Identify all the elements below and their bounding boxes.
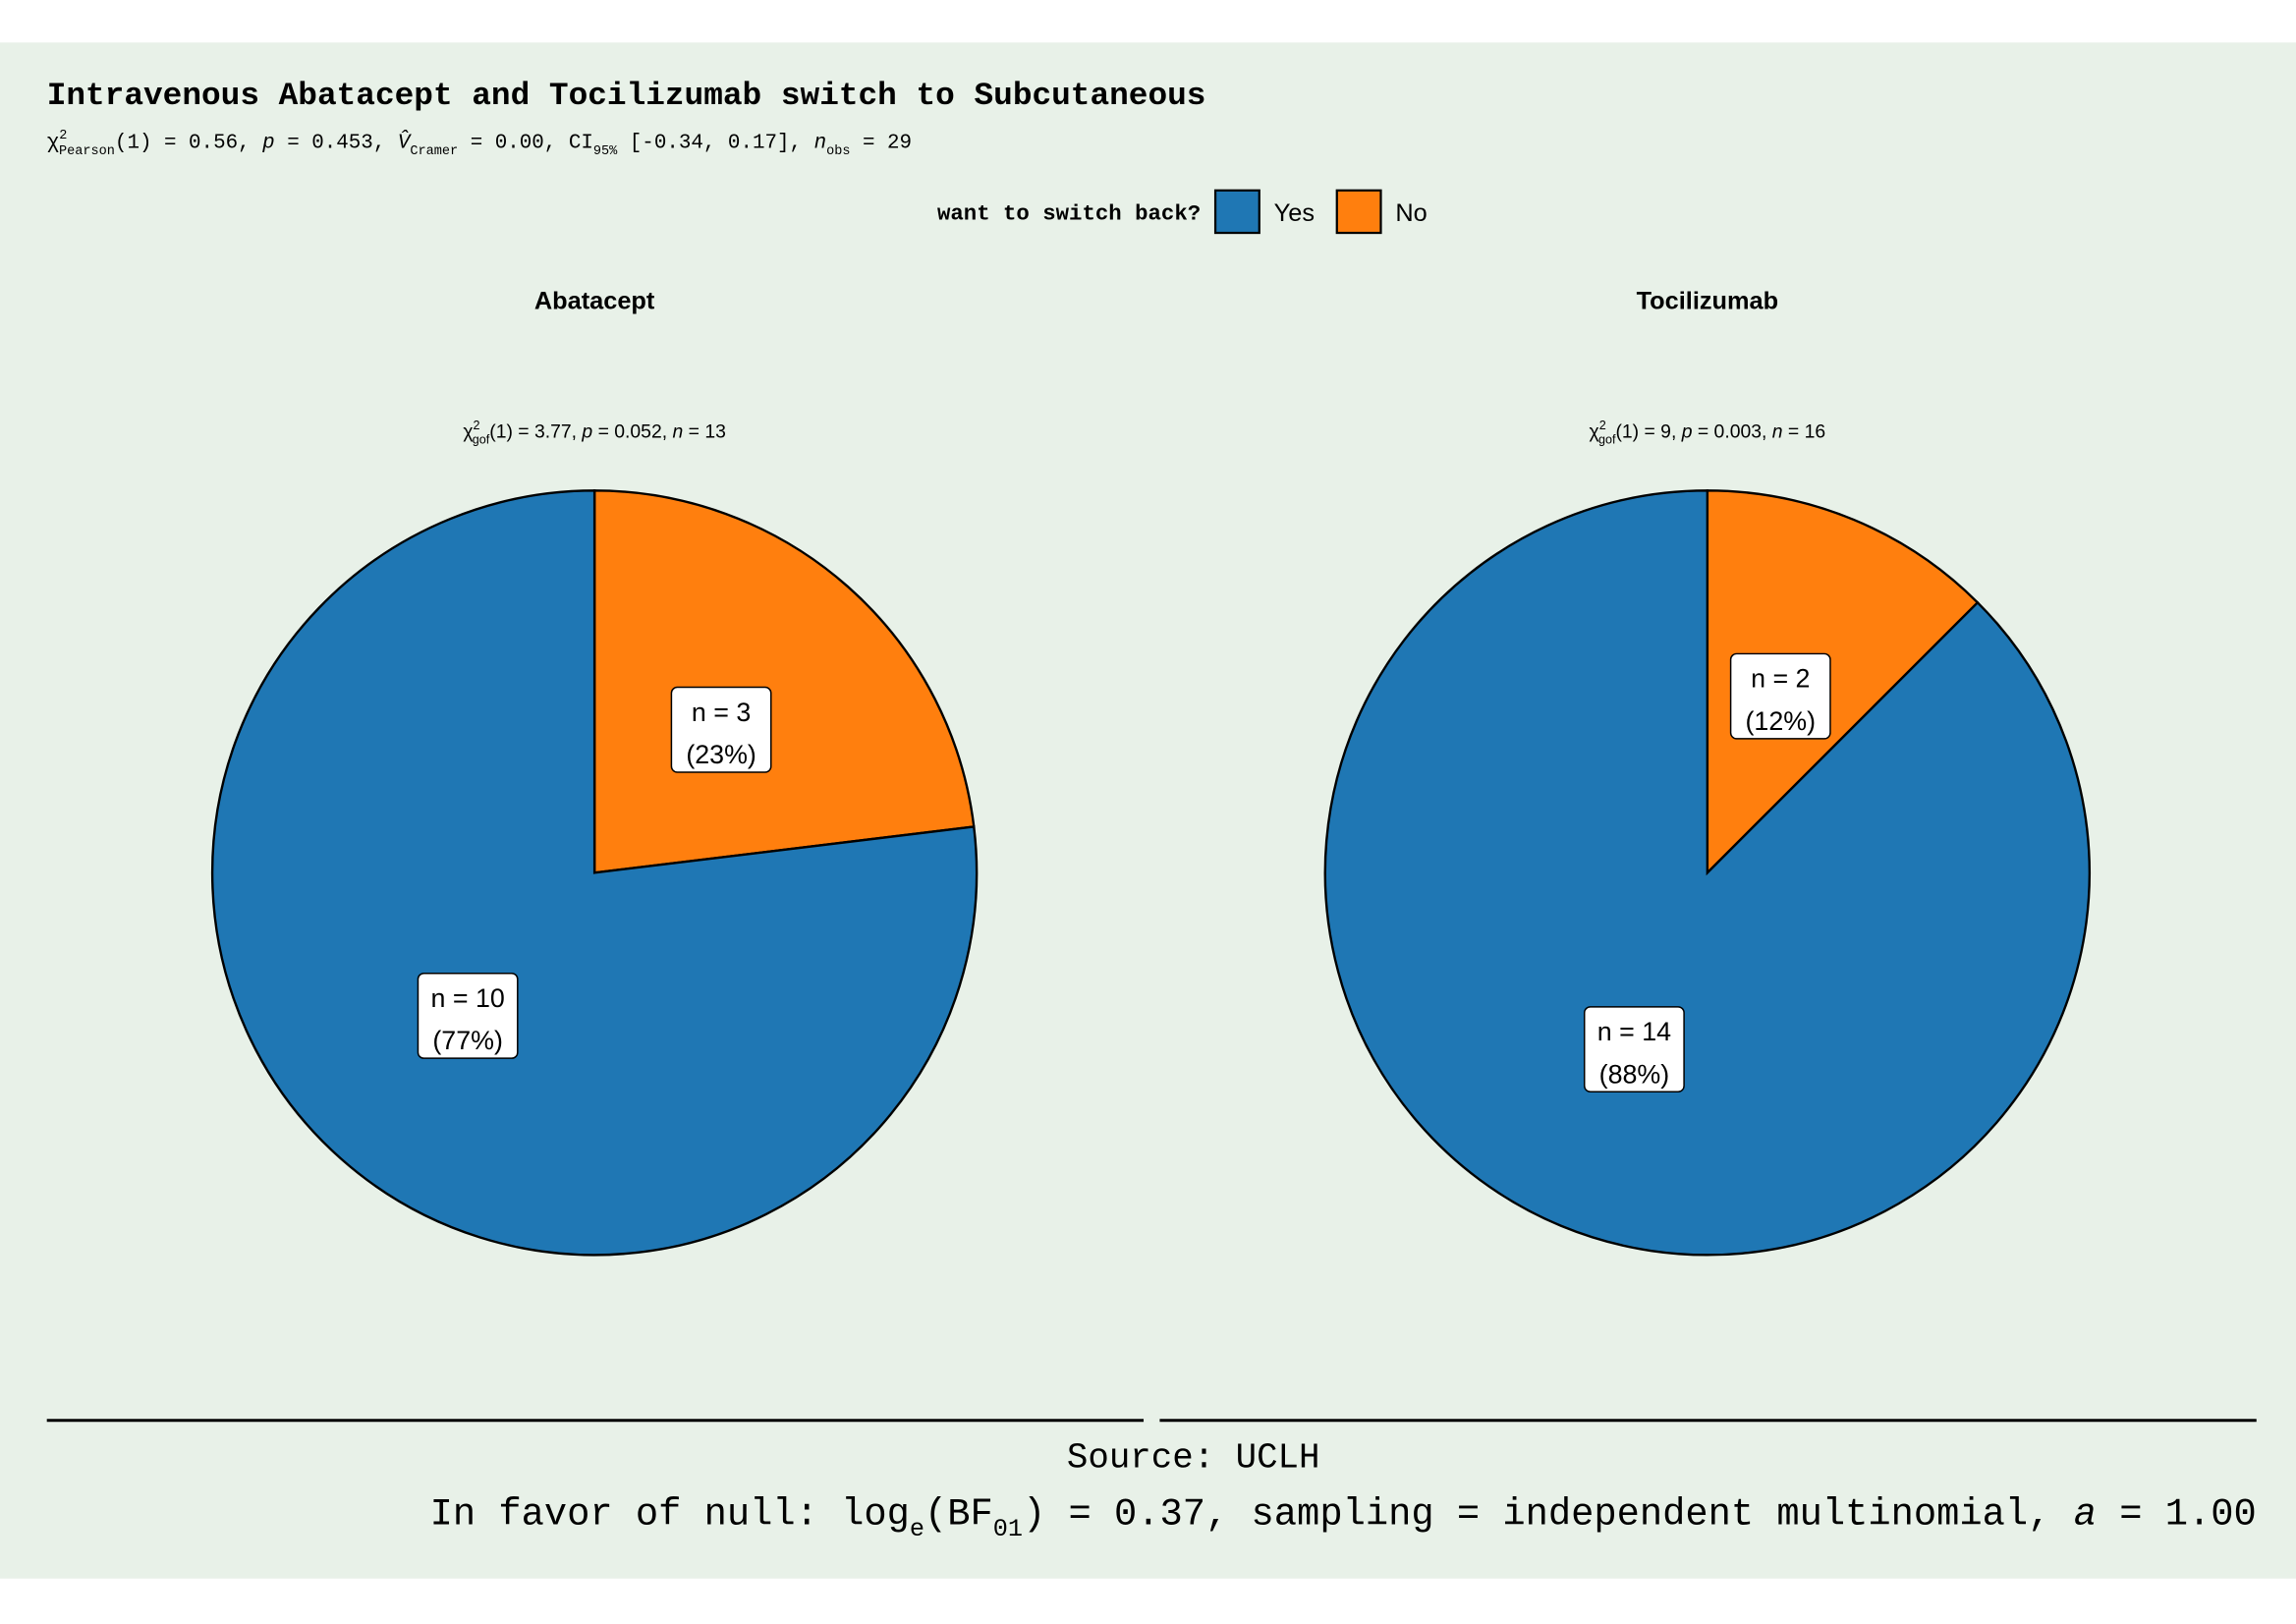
text-segment: χ <box>1590 421 1599 443</box>
text-segment: = 16 <box>1783 421 1826 443</box>
text-segment: 2 <box>474 419 480 432</box>
facet-title: Tocilizumab <box>1637 288 1778 315</box>
legend-label-no: No <box>1395 199 1427 227</box>
facet-title: Abatacept <box>534 288 655 315</box>
text-segment: e <box>910 1515 924 1543</box>
slice-label-count: n = 2 <box>1751 664 1810 694</box>
caption-source: Source: UCLH <box>1067 1437 1320 1478</box>
pie-slice-yes <box>210 489 979 1257</box>
text-segment: V̂ <box>398 131 412 155</box>
text-segment: (1) = 3.77, <box>489 421 582 443</box>
text-segment: p <box>1681 421 1693 443</box>
text-segment: p <box>581 421 592 443</box>
text-segment: χ <box>463 421 473 443</box>
pie-slice-yes <box>1323 489 2092 1257</box>
caption-bayes-factor: In favor of null: loge(BF01) = 0.37, sam… <box>430 1493 2257 1544</box>
slice-label: n = 10 (77%) <box>417 972 519 1059</box>
slice-label: n = 2 (12%) <box>1729 652 1831 740</box>
slice-label-percent: (88%) <box>1599 1059 1670 1089</box>
text-segment: gof <box>1598 433 1616 447</box>
text-segment: = 0.052, <box>592 421 672 443</box>
facet-subtitle: χ2 gof(1) = 9, p = 0.003, n = 16 <box>1590 419 1826 447</box>
text-segment: p <box>261 133 275 155</box>
slice-label-count: n = 10 <box>430 983 504 1013</box>
text-segment: n <box>1772 421 1783 443</box>
slice-label-box <box>670 686 772 773</box>
text-segment: n <box>672 421 683 443</box>
slice-label-count: n = 14 <box>1597 1017 1671 1046</box>
text-segment: = 0.453, <box>275 133 398 155</box>
slice-label-box <box>1583 1006 1685 1093</box>
pie-abatacept: Abatacept χ2 gof(1) = 3.77, p = 0.052, n =… <box>210 288 979 1257</box>
slice-label-box <box>1729 652 1831 740</box>
text-segment: = 1.00 <box>2097 1493 2257 1537</box>
chart-title: Intravenous Abatacept and Tocilizumab sw… <box>47 78 1206 114</box>
slice-label-box <box>417 972 519 1059</box>
legend-title: want to switch back? <box>937 201 1201 227</box>
chart-subtitle: χ2 Pearson(1) = 0.56, p = 0.453, V̂Cramer… <box>47 129 912 159</box>
text-segment: n <box>814 133 827 155</box>
slice-label-percent: (77%) <box>432 1026 503 1055</box>
text-segment: In favor of null: log <box>430 1493 910 1537</box>
text-segment: χ <box>47 133 60 155</box>
legend: want to switch back? Yes No <box>937 189 1428 235</box>
slice-label-percent: (23%) <box>686 740 756 769</box>
text-segment: gof <box>473 433 490 447</box>
text-segment: = 13 <box>683 421 726 443</box>
text-segment: = 0.00, CI <box>458 133 593 155</box>
pie-slice-no <box>592 489 976 874</box>
text-segment: (1) = 0.56, <box>115 133 262 155</box>
legend-label-yes: Yes <box>1274 199 1315 227</box>
text-segment: 95% <box>593 144 618 159</box>
pie-slice-no <box>1706 489 1980 876</box>
facet-subtitle: χ2 gof(1) = 3.77, p = 0.052, n = 13 <box>463 419 726 447</box>
slice-label-percent: (12%) <box>1746 706 1817 736</box>
slice-label: n = 14 (88%) <box>1583 1006 1685 1093</box>
text-segment: 01 <box>993 1515 1023 1543</box>
text-segment: Pearson <box>59 144 115 159</box>
text-segment: [-0.34, 0.17], <box>617 133 813 155</box>
text-segment: 2 <box>59 129 67 143</box>
text-segment: = 29 <box>850 133 912 155</box>
slice-label-count: n = 3 <box>692 698 751 727</box>
legend-key-yes <box>1213 189 1260 235</box>
text-segment: obs <box>826 144 850 159</box>
legend-key-no <box>1335 189 1382 235</box>
text-segment: a <box>2074 1493 2097 1537</box>
text-segment: (BF <box>924 1493 993 1537</box>
text-segment: = 0.003, <box>1692 421 1771 443</box>
text-segment: ) = 0.37, sampling = independent multino… <box>1023 1493 2074 1537</box>
slice-label: n = 3 (23%) <box>670 686 772 773</box>
text-segment: (1) = 9, <box>1615 421 1681 443</box>
text-segment: Cramer <box>410 144 458 159</box>
pie-tocilizumab: Tocilizumab χ2 gof(1) = 9, p = 0.003, n = … <box>1323 288 2092 1257</box>
text-segment: 2 <box>1599 419 1606 432</box>
